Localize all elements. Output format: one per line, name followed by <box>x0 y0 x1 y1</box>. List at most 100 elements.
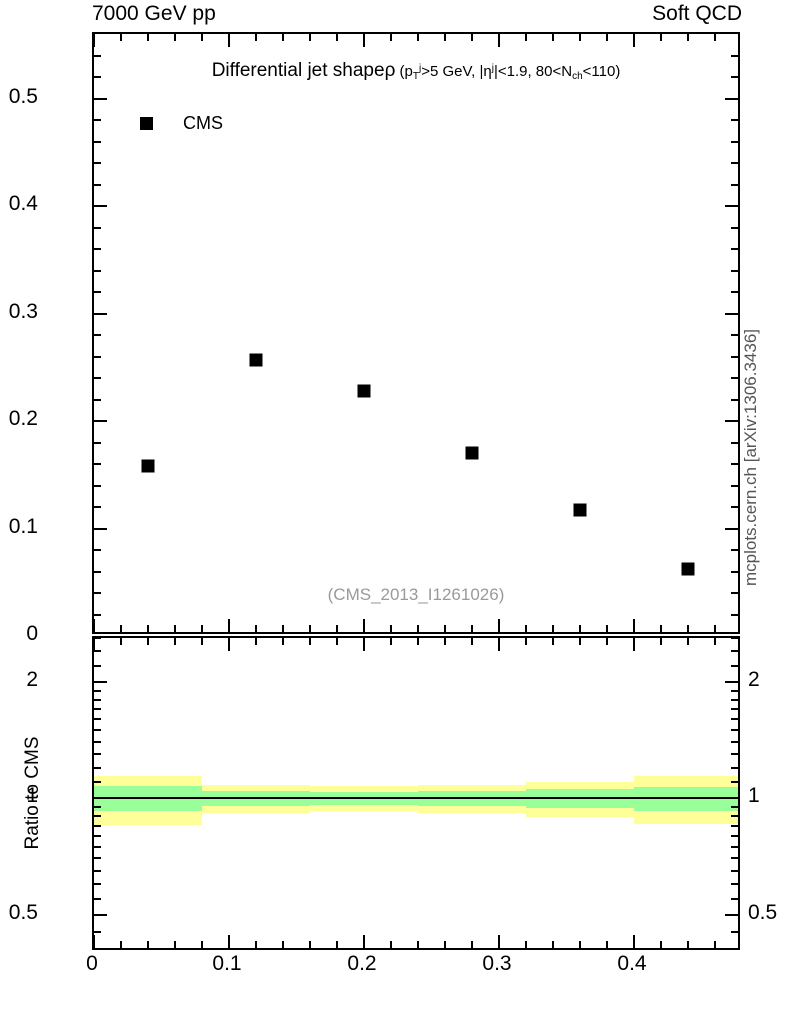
data-point-cms <box>573 503 587 517</box>
legend-label-cms: CMS <box>183 113 223 133</box>
x-tick-ratio-bottom <box>363 935 365 948</box>
x-tick-main-top <box>498 34 500 47</box>
x-tick-ratio-top <box>417 638 419 645</box>
x-tick-ratio-bottom <box>228 935 230 948</box>
plot-title-rho: ρ <box>384 60 396 81</box>
plot-title-cond-c: <110) <box>582 63 621 80</box>
y-axis-label-main: 0.4 <box>8 192 38 215</box>
plot-title-cond-open: (p <box>395 63 413 80</box>
y-tick-minor-ratio <box>94 834 101 837</box>
x-tick-ratio-top <box>255 638 257 645</box>
x-tick-main-bottom <box>201 625 203 632</box>
x-tick-ratio-bottom <box>336 941 338 948</box>
data-point-cms <box>465 446 479 460</box>
y-tick-minor-main <box>94 162 101 164</box>
y-tick-major-ratio-right <box>725 797 738 800</box>
x-tick-main-top <box>579 34 581 41</box>
x-tick-main-top <box>552 34 554 41</box>
y-tick-minor-main-right <box>731 54 738 57</box>
y-tick-minor-main <box>94 76 101 78</box>
y-axis-label-ratio-right: 0.5 <box>748 900 778 924</box>
y-tick-minor-ratio-right <box>731 857 738 860</box>
x-tick-ratio-bottom <box>579 941 581 948</box>
y-tick-major-ratio-right <box>725 913 738 916</box>
y-tick-minor-ratio-right <box>731 834 738 837</box>
y-tick-minor-ratio-right <box>731 708 738 711</box>
x-tick-ratio-top <box>525 638 527 645</box>
y-tick-minor-ratio-right <box>731 814 738 817</box>
x-tick-ratio-top <box>336 638 338 645</box>
y-tick-minor-ratio-right <box>731 729 738 732</box>
x-tick-ratio-bottom <box>120 941 122 948</box>
x-tick-main-top <box>471 34 473 41</box>
x-tick-main-top <box>444 34 446 41</box>
y-tick-minor-main <box>94 355 101 358</box>
analysis-id-watermark: (CMS_2013_I1261026) <box>327 585 505 604</box>
y-tick-minor-main-right <box>731 463 738 465</box>
y-axis-label-ratio: 2 <box>26 668 38 691</box>
y-tick-minor-ratio <box>94 882 101 885</box>
plot-title: Differential jet shapeρ (pTj>5 GeV, |ηj|… <box>92 60 740 82</box>
x-tick-ratio-top <box>471 638 473 645</box>
main-plot-panel <box>92 32 740 634</box>
y-tick-minor-main-right <box>731 226 738 229</box>
x-tick-main-bottom <box>525 625 527 632</box>
plot-title-sub-t: T <box>412 71 419 82</box>
x-tick-ratio-top <box>498 638 500 651</box>
x-tick-ratio-bottom <box>417 941 419 948</box>
y-tick-minor-ratio-right <box>731 869 738 872</box>
y-tick-minor-ratio-right <box>731 781 738 784</box>
x-tick-main-top <box>714 34 716 41</box>
y-axis-label-main: 0.1 <box>8 514 38 538</box>
y-tick-minor-main <box>94 398 101 401</box>
x-tick-main-top <box>228 34 230 47</box>
x-tick-main-top <box>417 34 419 41</box>
y-tick-minor-main-right <box>731 570 738 573</box>
x-tick-ratio-top <box>120 638 122 645</box>
x-tick-main-bottom <box>336 625 338 632</box>
x-tick-main-top <box>660 34 662 41</box>
y-tick-major-main-right <box>725 527 738 530</box>
x-axis-label: 0 <box>86 952 98 975</box>
x-tick-main-bottom <box>147 625 149 632</box>
y-tick-minor-ratio-right <box>731 650 738 653</box>
y-axis-label-ratio-right: 2 <box>748 668 760 691</box>
x-tick-main-bottom <box>120 625 122 632</box>
y-tick-minor-ratio <box>94 698 101 701</box>
x-tick-main-top <box>309 34 311 41</box>
y-tick-minor-ratio <box>94 708 101 711</box>
x-tick-ratio-bottom <box>498 935 500 948</box>
x-tick-main-top <box>363 34 365 47</box>
x-axis-label: 0.1 <box>212 952 242 975</box>
y-tick-minor-ratio-right <box>731 740 738 743</box>
x-tick-main-top <box>390 34 392 41</box>
x-tick-main-bottom <box>94 619 95 632</box>
y-tick-minor-ratio <box>94 814 101 817</box>
x-tick-ratio-bottom <box>444 941 446 948</box>
y-tick-minor-main <box>94 484 101 487</box>
plot-title-main: Differential jet shape <box>211 60 385 81</box>
y-axis-label-ratio-right: 1 <box>748 784 760 808</box>
y-tick-minor-ratio <box>94 718 101 721</box>
y-tick-minor-main-right <box>731 441 738 444</box>
x-tick-main-top <box>525 34 527 41</box>
x-tick-ratio-bottom <box>201 941 203 948</box>
x-tick-main-bottom <box>660 625 662 632</box>
ratio-reference-line <box>94 797 738 800</box>
x-tick-ratio-bottom <box>606 941 608 948</box>
y-tick-minor-ratio-right <box>731 845 738 848</box>
data-point-cms <box>681 562 695 576</box>
y-tick-minor-ratio-right <box>731 665 738 668</box>
y-tick-minor-main <box>94 441 101 444</box>
y-tick-minor-ratio-right <box>731 753 738 756</box>
y-tick-minor-ratio <box>94 665 101 668</box>
y-tick-minor-main-right <box>731 334 738 336</box>
y-tick-minor-main <box>94 248 101 250</box>
y-tick-minor-main-right <box>731 183 738 186</box>
y-axis-label-main: 0.5 <box>8 84 38 108</box>
x-tick-ratio-top <box>390 638 392 645</box>
y-tick-minor-ratio-right <box>731 824 738 827</box>
y-tick-minor-ratio <box>94 766 101 769</box>
x-tick-main-top <box>120 34 122 41</box>
plot-title-cond-a: >5 GeV, | <box>421 63 484 80</box>
